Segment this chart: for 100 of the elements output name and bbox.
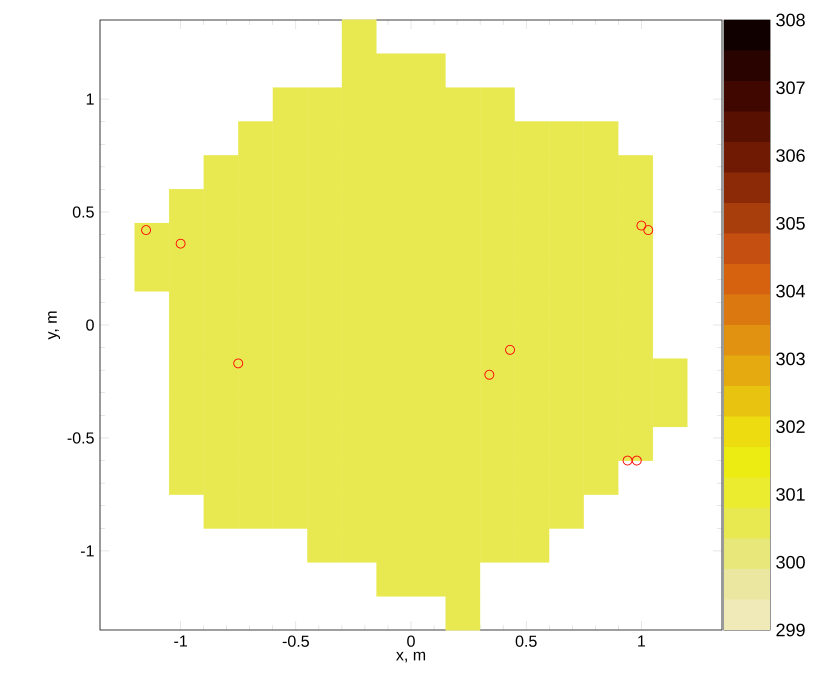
point [272, 189, 308, 224]
point [514, 121, 550, 156]
point [549, 494, 584, 529]
y-tick-label: -1 [80, 545, 94, 556]
point [141, 225, 152, 236]
point [514, 494, 550, 529]
point [480, 222, 515, 258]
point [204, 358, 238, 394]
color-bar-label: 300 [776, 556, 805, 569]
point [484, 370, 494, 380]
point [652, 392, 688, 428]
point [272, 155, 308, 190]
point [272, 324, 308, 360]
color-bar-label: 299 [776, 624, 805, 636]
x-tick-label: 0 [407, 636, 415, 647]
point [272, 392, 308, 428]
point [514, 358, 550, 394]
point [307, 290, 342, 326]
point [514, 189, 550, 224]
point [233, 358, 244, 368]
point [272, 222, 308, 258]
point [238, 256, 273, 292]
point [169, 222, 204, 258]
point [549, 256, 584, 292]
point [584, 392, 618, 428]
x-tick-label: -1 [174, 636, 187, 647]
point [410, 87, 446, 122]
point [307, 256, 342, 292]
point [446, 392, 480, 428]
point [238, 189, 273, 224]
point [480, 358, 515, 394]
point [307, 155, 342, 190]
point [169, 189, 204, 224]
point [410, 562, 446, 597]
point [238, 121, 273, 156]
point [342, 20, 377, 54]
point [272, 358, 308, 394]
point [169, 426, 204, 461]
point [238, 392, 273, 428]
point [480, 87, 515, 122]
point [134, 222, 170, 258]
point [307, 324, 342, 360]
point [618, 324, 653, 360]
point [272, 494, 308, 529]
point [204, 392, 238, 428]
point [549, 121, 584, 156]
point [584, 189, 618, 224]
point [584, 426, 618, 461]
point [169, 460, 204, 495]
point [238, 494, 273, 529]
point [446, 256, 480, 292]
point [169, 290, 204, 326]
point [622, 456, 632, 466]
point [342, 87, 377, 122]
point [169, 324, 204, 360]
point [652, 358, 688, 394]
point [376, 562, 412, 597]
point [446, 460, 480, 495]
point [204, 494, 238, 529]
point [480, 460, 515, 495]
point [272, 460, 308, 495]
point [307, 392, 342, 428]
point [238, 426, 273, 461]
point [238, 290, 273, 326]
point [618, 155, 653, 190]
point [307, 358, 342, 394]
point [480, 392, 515, 428]
point [307, 121, 342, 156]
x-tick-label: 1 [638, 636, 646, 647]
point [584, 155, 618, 190]
point [446, 494, 480, 529]
point [618, 358, 653, 394]
point [238, 324, 273, 360]
y-tick-label: 0.5 [72, 206, 94, 218]
point [618, 392, 653, 428]
point [584, 460, 618, 495]
point [618, 256, 653, 292]
point [272, 290, 308, 326]
point [514, 290, 550, 326]
point [514, 256, 550, 292]
x-tick-label: 0.5 [516, 636, 537, 647]
color-bar-label: 301 [776, 488, 805, 501]
point [204, 426, 238, 461]
point [505, 344, 516, 355]
point [514, 155, 550, 190]
point [307, 87, 342, 122]
point [480, 494, 515, 529]
point [618, 426, 653, 461]
point [584, 290, 618, 326]
point [169, 358, 204, 394]
point [549, 460, 584, 495]
point [176, 238, 186, 249]
point [480, 121, 515, 156]
y-tick-label: 0 [86, 319, 94, 331]
point [480, 256, 515, 292]
color-bar-label: 303 [776, 352, 805, 366]
point [410, 53, 446, 88]
point [549, 392, 584, 428]
point [636, 220, 646, 231]
point [238, 358, 273, 394]
